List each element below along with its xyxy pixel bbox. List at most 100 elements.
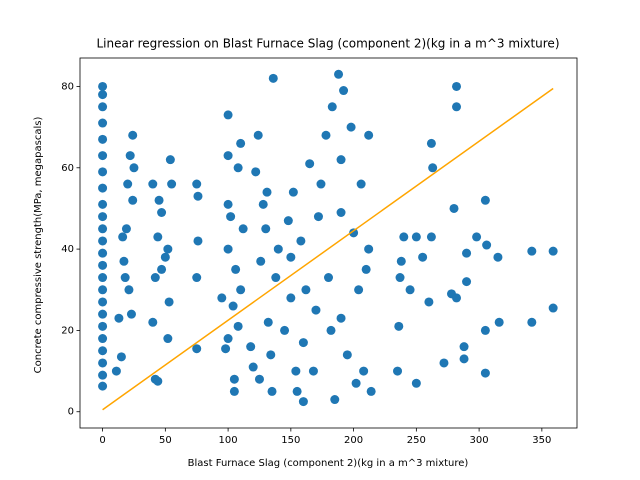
scatter-point bbox=[98, 321, 108, 331]
scatter-point bbox=[98, 118, 108, 128]
scatter-point bbox=[221, 344, 231, 354]
scatter-point bbox=[98, 370, 108, 380]
scatter-point bbox=[192, 273, 202, 283]
scatter-point bbox=[98, 134, 108, 144]
scatter-point bbox=[261, 224, 271, 234]
scatter-point bbox=[527, 246, 537, 256]
scatter-point bbox=[411, 378, 421, 388]
scatter-point bbox=[327, 102, 337, 112]
scatter-point bbox=[480, 325, 490, 335]
scatter-point bbox=[334, 69, 344, 79]
scatter-point bbox=[229, 386, 239, 396]
scatter-point bbox=[128, 130, 138, 140]
scatter-point bbox=[305, 159, 315, 169]
scatter-point bbox=[395, 273, 405, 283]
scatter-point bbox=[98, 273, 108, 283]
scatter-point bbox=[165, 155, 175, 165]
scatter-point bbox=[157, 264, 167, 274]
scatter-point bbox=[296, 236, 306, 246]
scatter-point bbox=[192, 344, 202, 354]
scatter-point bbox=[228, 301, 238, 311]
scatter-point bbox=[349, 228, 359, 238]
scatter-point bbox=[262, 187, 272, 197]
x-tick-label: 250 bbox=[407, 435, 426, 446]
scatter-point bbox=[426, 232, 436, 242]
scatter-point bbox=[98, 183, 108, 193]
scatter-point bbox=[128, 195, 138, 205]
scatter-point bbox=[494, 317, 504, 327]
scatter-point bbox=[339, 86, 349, 96]
scatter-point bbox=[120, 273, 130, 283]
scatter-point bbox=[267, 386, 277, 396]
scatter-point bbox=[98, 224, 108, 234]
scatter-point bbox=[266, 350, 276, 360]
scatter-point bbox=[98, 167, 108, 177]
scatter-point bbox=[286, 252, 296, 262]
scatter-point bbox=[223, 244, 233, 254]
scatter-point bbox=[98, 199, 108, 209]
scatter-point bbox=[98, 236, 108, 246]
scatter-point bbox=[121, 224, 131, 234]
scatter-point bbox=[291, 366, 301, 376]
scatter-point bbox=[98, 381, 108, 391]
y-axis-label: Concrete compressive strength(MPa, megap… bbox=[33, 117, 44, 374]
scatter-point bbox=[472, 232, 482, 242]
scatter-point bbox=[98, 358, 108, 368]
scatter-point bbox=[298, 397, 308, 407]
scatter-point bbox=[273, 244, 283, 254]
scatter-point bbox=[98, 260, 108, 270]
scatter-point bbox=[116, 352, 126, 362]
scatter-point bbox=[459, 342, 469, 352]
scatter-point bbox=[271, 273, 281, 283]
scatter-point bbox=[254, 374, 264, 384]
scatter-point bbox=[238, 224, 248, 234]
scatter-point bbox=[330, 395, 340, 405]
scatter-point bbox=[223, 199, 233, 209]
scatter-point bbox=[283, 216, 293, 226]
scatter-point bbox=[354, 285, 364, 295]
scatter-point bbox=[229, 374, 239, 384]
scatter-point bbox=[452, 102, 462, 112]
scatter-point bbox=[98, 346, 108, 356]
scatter-point bbox=[258, 199, 268, 209]
scatter-point bbox=[342, 350, 352, 360]
x-tick-label: 200 bbox=[344, 435, 363, 446]
scatter-point bbox=[167, 179, 177, 189]
scatter-point bbox=[405, 285, 415, 295]
scatter-point bbox=[308, 366, 318, 376]
scatter-point bbox=[366, 386, 376, 396]
scatter-point bbox=[160, 252, 170, 262]
scatter-point bbox=[148, 179, 158, 189]
scatter-point bbox=[223, 151, 233, 161]
plot-frame bbox=[79, 57, 578, 429]
scatter-point bbox=[193, 236, 203, 246]
x-tick-label: 100 bbox=[219, 435, 238, 446]
scatter-point bbox=[148, 317, 158, 327]
scatter-point bbox=[119, 256, 129, 266]
scatter-point bbox=[280, 325, 290, 335]
scatter-point bbox=[98, 90, 108, 100]
scatter-point bbox=[336, 208, 346, 218]
scatter-point bbox=[157, 208, 167, 218]
scatter-point bbox=[233, 321, 243, 331]
scatter-point bbox=[98, 81, 108, 91]
scatter-point bbox=[268, 73, 278, 83]
scatter-point bbox=[411, 232, 421, 242]
y-tick-label: 80 bbox=[61, 81, 74, 92]
scatter-point bbox=[452, 81, 462, 91]
scatter-point bbox=[527, 317, 537, 327]
scatter-point bbox=[346, 122, 356, 132]
scatter-point bbox=[126, 309, 136, 319]
x-tick-label: 150 bbox=[281, 435, 300, 446]
y-tick-label: 0 bbox=[68, 407, 74, 418]
scatter-point bbox=[459, 354, 469, 364]
scatter-point bbox=[163, 334, 173, 344]
scatter-point bbox=[394, 321, 404, 331]
x-axis-label: Blast Furnace Slag (component 2)(kg in a… bbox=[188, 458, 469, 469]
scatter-point bbox=[236, 285, 246, 295]
x-tick-label: 50 bbox=[159, 435, 172, 446]
scatter-point bbox=[311, 305, 321, 315]
scatter-point bbox=[164, 297, 174, 307]
scatter-point bbox=[452, 293, 462, 303]
scatter-point bbox=[301, 285, 311, 295]
